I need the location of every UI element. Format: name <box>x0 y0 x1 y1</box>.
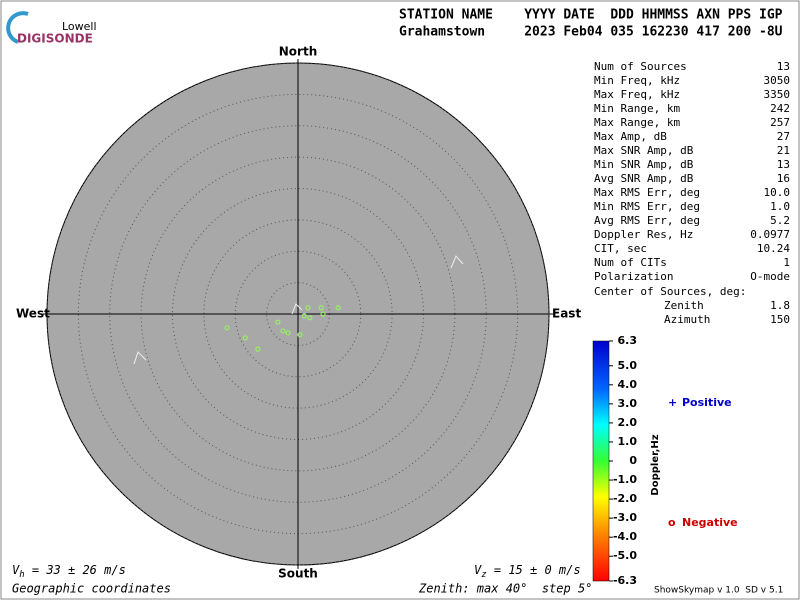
colorbar-tick-label: -3.0 <box>613 511 637 524</box>
stat-label: Avg SNR Amp, dB <box>594 172 694 185</box>
colorbar-tick-label: 6.3 <box>618 334 638 347</box>
colorbar-tick-label: -4.0 <box>613 530 637 543</box>
source-point <box>297 332 303 338</box>
stat-label: Min SNR Amp, dB <box>594 158 694 171</box>
source-point <box>307 315 313 321</box>
azimuth-value: 150 <box>770 313 790 326</box>
stat-value: 0.0977 <box>750 228 790 241</box>
azimuth-label: Azimuth <box>664 313 710 326</box>
stat-label: Max Range, km <box>594 116 680 129</box>
arrow-marks <box>133 255 464 365</box>
source-point <box>285 330 291 336</box>
source-point <box>280 328 286 334</box>
logo-bottom: DIGISONDE <box>17 32 93 46</box>
source-point <box>320 311 326 317</box>
colorbar-tick-label: -2.0 <box>613 492 637 505</box>
zenith-value: 1.8 <box>770 299 790 312</box>
stat-value: 3050 <box>764 74 791 87</box>
stat-label: Num of Sources <box>594 60 687 73</box>
stat-label: Max SNR Amp, dB <box>594 144 694 157</box>
colorbar-tick-label: 0 <box>629 454 637 467</box>
stat-label: Avg RMS Err, deg <box>594 214 700 227</box>
legend-positive: Positive <box>682 396 732 409</box>
vz-sub: z <box>481 570 486 580</box>
vh-sub: h <box>19 570 24 580</box>
vz-text: = 15 ± 0 m/s <box>487 563 581 577</box>
zenith-label: Zenith <box>664 299 704 312</box>
vz-symbol: V <box>474 563 482 577</box>
stat-label: Max Amp, dB <box>594 130 667 143</box>
stat-label: Min Freq, kHz <box>594 74 680 87</box>
dir-east: East <box>552 307 581 321</box>
legend-positive-symbol: + <box>668 396 677 409</box>
source-point <box>224 325 230 331</box>
stat-value: 13 <box>777 158 790 171</box>
stat-value: 242 <box>770 102 790 115</box>
colorbar-tick-label: 1.0 <box>618 435 638 448</box>
source-point <box>305 305 311 311</box>
plot <box>43 59 553 569</box>
stat-value: 1.0 <box>770 200 790 213</box>
dir-south: South <box>278 567 318 581</box>
legend-negative: Negative <box>682 516 738 529</box>
colorbar-label: Doppler,Hz <box>650 434 661 495</box>
stat-label: Doppler Res, Hz <box>594 228 693 241</box>
center-title: Center of Sources, deg: <box>594 285 746 298</box>
stat-value: 10.0 <box>764 186 791 199</box>
dir-west: West <box>16 307 50 321</box>
source-point <box>318 305 324 311</box>
stat-label: Min RMS Err, deg <box>594 200 700 213</box>
stat-label: Max Freq, kHz <box>594 88 680 101</box>
stat-label: Polarization <box>594 270 673 283</box>
stat-label: Num of CITs <box>594 256 667 269</box>
stat-value: 5.2 <box>770 214 790 227</box>
stat-label: Max RMS Err, deg <box>594 186 700 199</box>
source-point <box>335 305 341 311</box>
source-point <box>275 319 281 325</box>
vz: Vz = 15 ± 0 m/s <box>474 563 581 580</box>
colorbar-tick-label: -1.0 <box>613 473 637 486</box>
header-values: Grahamstown 2023 Feb04 035 162230 417 20… <box>399 25 783 40</box>
stat-value: 16 <box>777 172 790 185</box>
stat-value: 10.24 <box>757 242 790 255</box>
stat-value: 3350 <box>764 88 791 101</box>
colorbar-tick-label: 4.0 <box>618 378 638 391</box>
stat-value: 257 <box>770 116 790 129</box>
colorbar <box>592 340 610 582</box>
logo-swoosh <box>6 11 29 44</box>
header-labels: STATION NAME YYYY DATE DDD HHMMSS AXN PP… <box>399 8 783 23</box>
stat-label: CIT, sec <box>594 242 647 255</box>
source-point <box>242 335 248 341</box>
stat-value: 1 <box>783 256 790 269</box>
colorbar-tick-label: 5.0 <box>618 359 638 372</box>
version: ShowSkymap v 1.0 SD v 5.1 <box>654 586 783 596</box>
colorbar-tick-label: -6.3 <box>613 574 637 587</box>
source-point <box>301 313 307 319</box>
dir-north: North <box>279 45 317 59</box>
zenith-note: Zenith: max 40° step 5° <box>418 582 592 596</box>
coords: Geographic coordinates <box>12 582 171 596</box>
colorbar-tick-label: -5.0 <box>613 549 637 562</box>
source-point <box>255 346 261 352</box>
stat-label: Min Range, km <box>594 102 680 115</box>
stat-value: 27 <box>777 130 790 143</box>
vh-text: = 33 ± 26 m/s <box>25 563 126 577</box>
legend-negative-symbol: o <box>668 516 676 529</box>
stat-value: O-mode <box>750 270 790 283</box>
vh: Vh = 33 ± 26 m/s <box>12 563 126 580</box>
vh-symbol: V <box>12 563 20 577</box>
stat-value: 13 <box>777 60 790 73</box>
colorbar-tick-label: 3.0 <box>618 397 638 410</box>
colorbar-tick-label: 2.0 <box>618 416 638 429</box>
logo-top: Lowell <box>62 20 97 33</box>
stat-value: 21 <box>777 144 790 157</box>
